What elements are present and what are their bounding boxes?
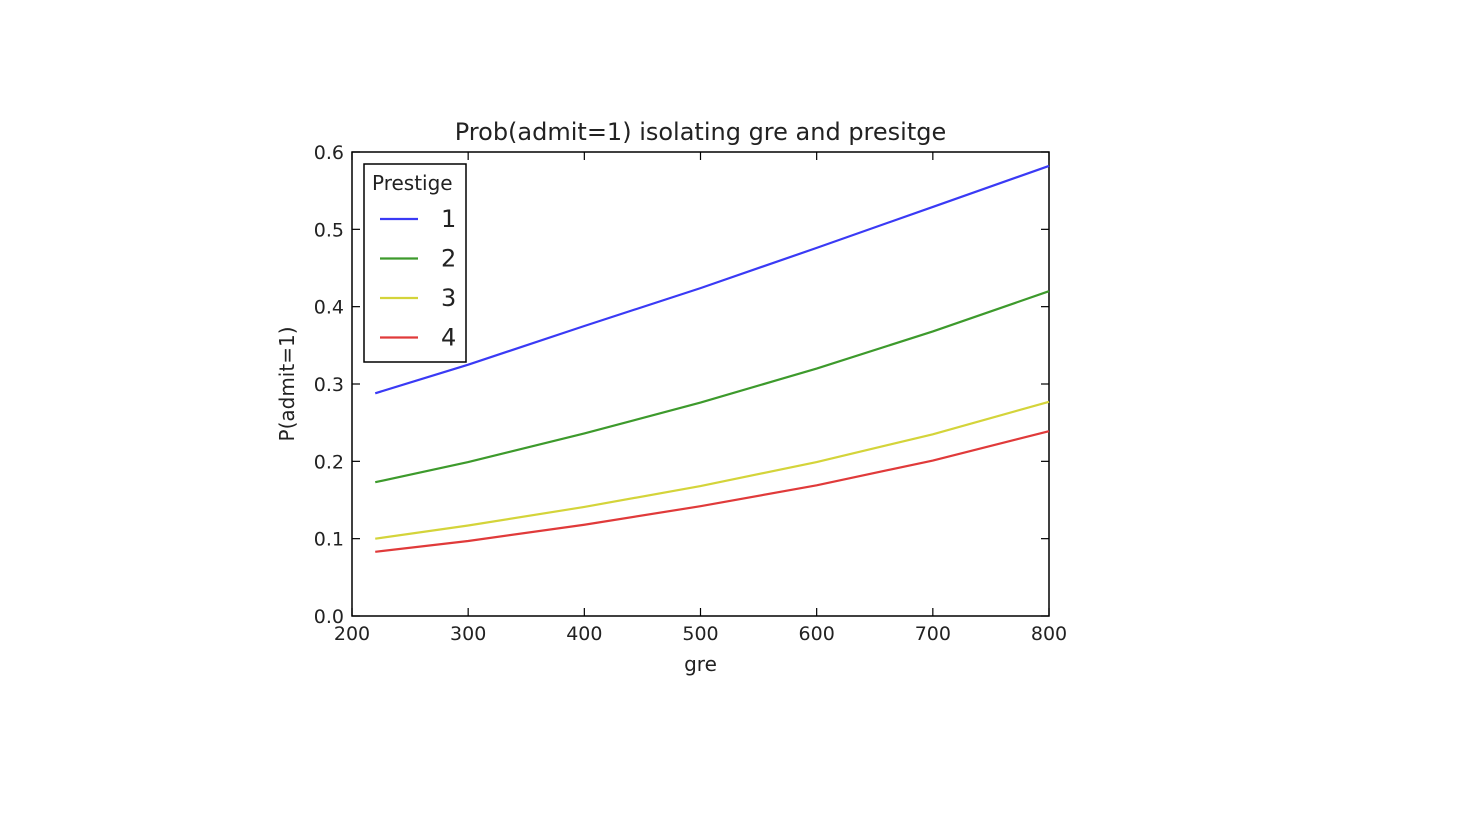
legend-items: 1 2 3 4 <box>380 205 456 352</box>
series-line-3 <box>375 400 1050 540</box>
chart-title: Prob(admit=1) isolating gre and presitge <box>455 118 947 146</box>
legend-item-3: 3 <box>380 284 456 312</box>
y-tick-label: 0.0 <box>314 606 344 628</box>
legend-label: 3 <box>441 284 456 312</box>
plot-area <box>351 151 1050 617</box>
ticks-layer: 200 300 400 500 600 700 800 0.0 0.1 0.2 0.3 0.4 0.5 0… <box>314 142 1067 645</box>
legend-item-4: 4 <box>380 324 456 352</box>
legend-title: Prestige <box>372 171 453 195</box>
y-tick-label: 0.6 <box>314 142 344 164</box>
x-tick-label: 500 <box>682 623 718 645</box>
x-tick-label: 800 <box>1031 623 1067 645</box>
legend-label: 2 <box>441 245 456 273</box>
y-tick-label: 0.3 <box>314 374 344 396</box>
series-layer <box>374 164 1050 553</box>
series-line-4 <box>375 430 1050 553</box>
x-tick-label: 200 <box>334 623 370 645</box>
series-line-1 <box>374 164 1050 395</box>
x-tick-label: 600 <box>799 623 835 645</box>
legend-item-1: 1 <box>380 205 456 233</box>
legend-item-2: 2 <box>380 245 456 273</box>
x-tick-label: 300 <box>450 623 486 645</box>
y-tick-label: 0.5 <box>314 219 344 241</box>
y-tick-label: 0.4 <box>314 297 344 319</box>
x-tick-label: 700 <box>915 623 951 645</box>
y-tick-label: 0.2 <box>314 451 344 473</box>
x-axis-title: gre <box>684 652 717 676</box>
legend: Prestige 1 2 3 4 <box>363 163 467 363</box>
y-axis-title: P(admit=1) <box>275 327 299 442</box>
legend-label: 1 <box>441 205 456 233</box>
legend-box <box>363 163 467 363</box>
x-tick-label: 400 <box>566 623 602 645</box>
legend-label: 4 <box>441 324 456 352</box>
series-line-2 <box>374 290 1050 484</box>
y-tick-label: 0.1 <box>314 529 344 551</box>
